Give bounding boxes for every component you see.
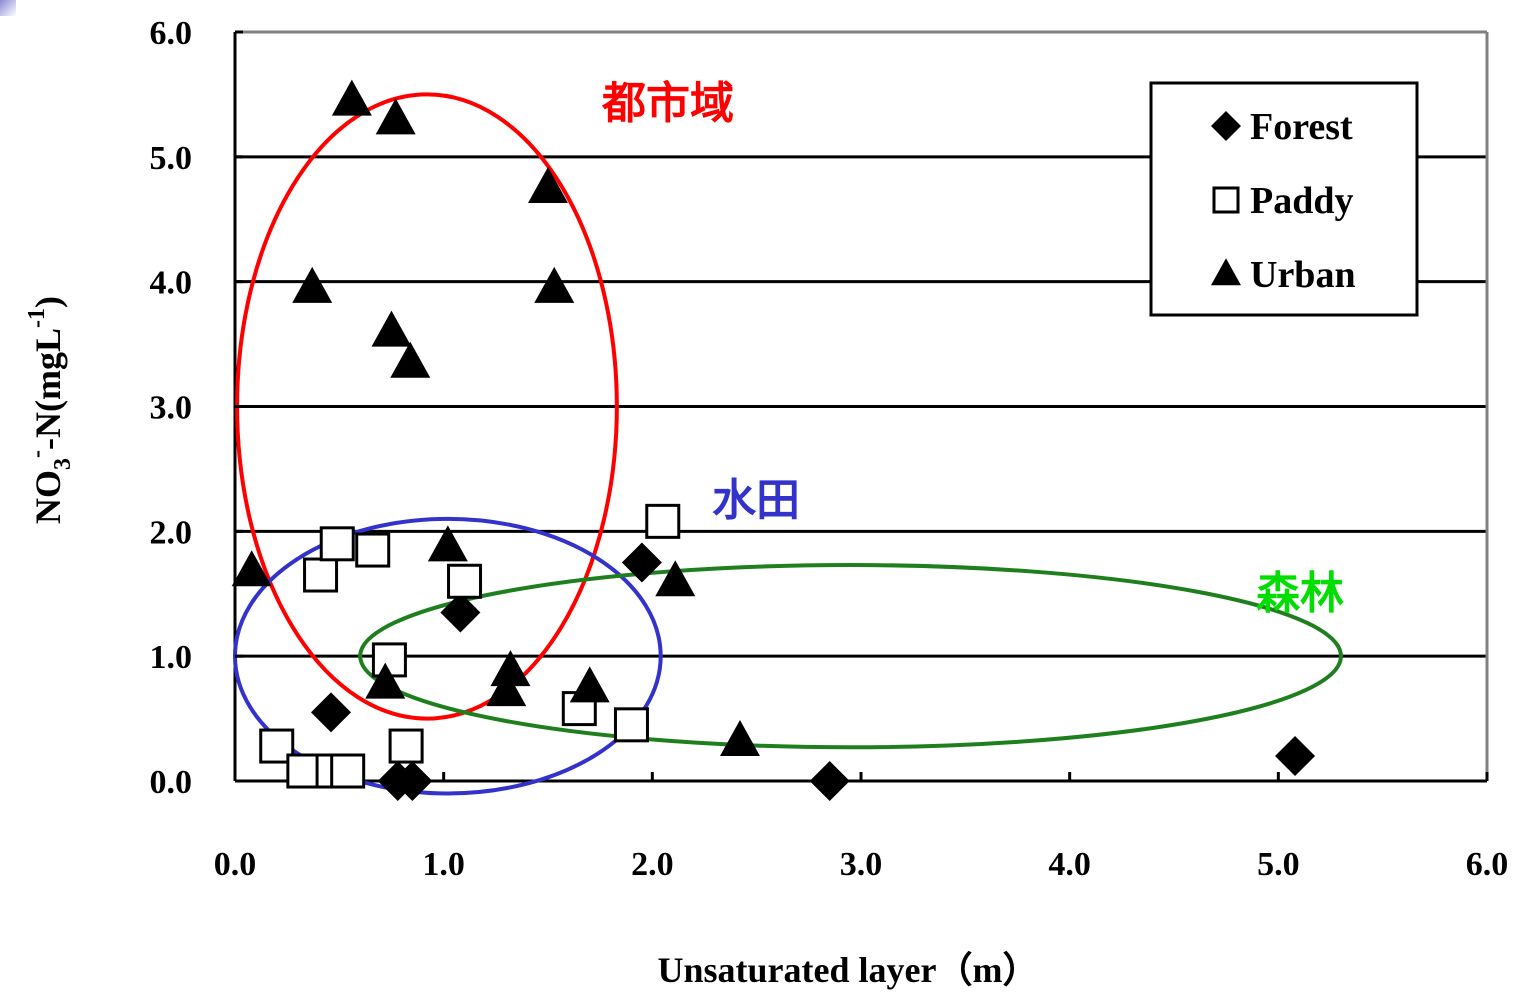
y-axis-title-end: ) [28,296,68,308]
paddy-point-11 [613,707,649,743]
x-tick-label-3: 3.0 [840,846,883,883]
paddy-point-9 [447,563,483,599]
urban-point-13 [569,666,610,703]
legend-marker-urban [1211,258,1241,286]
legend-marker-forest [1211,111,1241,141]
urban-point-10 [365,662,406,699]
x-axis-title: Unsaturated layer（m） [658,950,1039,990]
legend-label-forest: Forest [1250,106,1353,148]
y-tick-label-1: 1.0 [150,639,193,676]
forest-point-1 [440,592,481,633]
y-tick-label-4: 4.0 [150,265,193,302]
cluster-label-1: 水田 [712,475,800,526]
y-tick-label-6: 6.0 [150,15,193,52]
legend-box [1149,81,1419,317]
paddy-point-5 [319,526,355,562]
x-tick-label-4: 4.0 [1048,846,1091,883]
y-axis-title-sup: - [24,450,50,458]
urban-point-8 [427,525,468,562]
urban-point-2 [528,167,568,204]
y-axis-ticks: 0.0 1.0 2.0 3.0 4.0 5.0 6.0 [150,15,243,801]
forest-point-6 [1275,736,1316,777]
urban-point-3 [534,266,575,303]
slide-accent [0,0,16,16]
paddy-point-4 [303,557,339,593]
forest-point-0 [310,692,351,733]
x-axis-ticks: 0.0 1.0 2.0 3.0 4.0 5.0 6.0 [214,772,1509,883]
forest-point-2 [621,542,662,583]
x-tick-label-5: 5.0 [1257,846,1300,883]
paddy-point-1 [286,753,322,789]
legend-label-urban: Urban [1250,254,1356,296]
y-axis-title: NO3--N(mgL-1) [24,296,76,524]
x-tick-label-0: 0.0 [214,846,257,883]
urban-point-12 [490,650,531,687]
urban-point-6 [390,341,431,378]
data-points [231,79,1316,801]
y-axis-title-mid: -N(mgL [28,328,68,450]
y-tick-label-2: 2.0 [150,514,193,551]
cluster-label-0: 都市域 [601,78,734,129]
y-axis-title-main: NO [28,470,68,524]
cluster-ellipse-2 [358,563,1343,750]
urban-point-0 [331,79,372,116]
y-tick-label-0: 0.0 [150,764,193,801]
x-tick-label-1: 1.0 [422,846,465,883]
legend-marker-paddy [1212,186,1240,214]
paddy-point-3 [330,753,366,789]
y-tick-label-3: 3.0 [150,390,193,427]
x-tick-label-2: 2.0 [631,846,674,883]
y-axis-title-sup2: -1 [24,308,50,328]
urban-point-5 [371,310,412,347]
legend: Forest Paddy Urban [1149,81,1419,317]
forest-point-4 [392,761,433,801]
urban-point-1 [375,98,416,135]
y-axis-title-sub: 3 [50,458,76,470]
paddy-point-12 [645,503,681,539]
y-tick-label-5: 5.0 [150,140,193,177]
urban-point-11 [486,670,527,707]
legend-label-paddy: Paddy [1250,180,1353,222]
paddy-point-8 [388,728,424,764]
cluster-label-2: 森林 [1256,568,1344,619]
urban-point-7 [231,550,272,587]
forest-point-5 [809,761,850,801]
urban-point-9 [655,560,696,597]
x-tick-label-6: 6.0 [1466,846,1509,883]
paddy-point-6 [355,532,391,568]
urban-point-14 [719,720,760,757]
urban-point-4 [292,266,333,303]
